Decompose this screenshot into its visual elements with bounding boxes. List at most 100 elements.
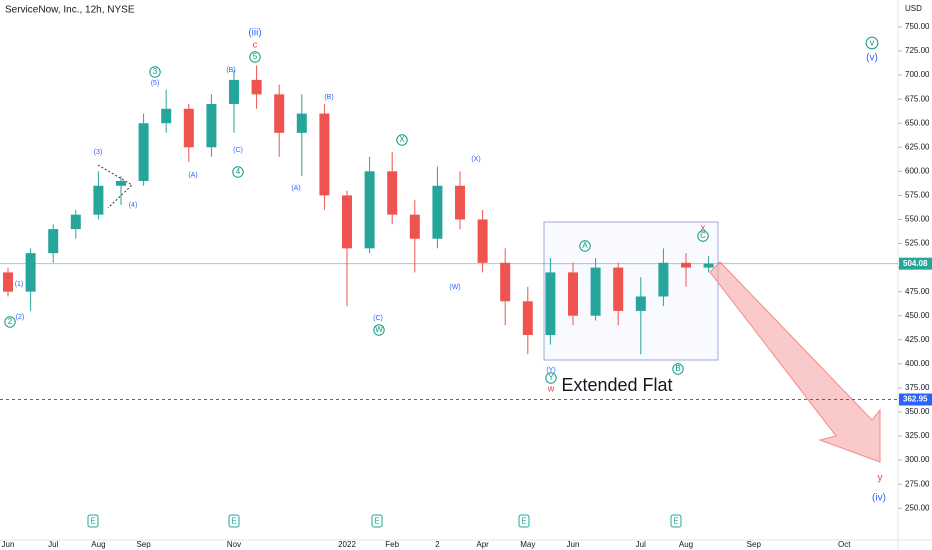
earnings-icon [371, 514, 383, 528]
wave-label: x [701, 222, 706, 232]
x-tick-label: Feb [385, 540, 399, 549]
y-tick-label: 325.00 [905, 431, 930, 440]
candle-body [229, 79, 239, 104]
wave-label: (v) [866, 53, 878, 64]
y-tick-label: 375.00 [905, 383, 930, 392]
y-tick-label: 350.00 [905, 407, 930, 416]
wave-label: (B) [226, 67, 235, 74]
candle-body [658, 262, 669, 297]
last-price-label: 504.08 [903, 259, 928, 268]
last-price-tag [899, 257, 932, 270]
chart-title: ServiceNow, Inc., 12h, NYSE [5, 5, 135, 16]
wave-label: C [700, 231, 706, 240]
earnings-label: E [90, 517, 95, 526]
wave-label: c [253, 39, 258, 49]
wave-label: B [675, 364, 680, 373]
wave-label: (5) [151, 80, 160, 87]
candle-body [93, 185, 104, 215]
earnings-label: E [673, 517, 678, 526]
x-tick-label: Jun [2, 540, 15, 549]
candle-body [613, 267, 624, 311]
x-tick-label: Jul [48, 540, 58, 549]
wave-label: v [870, 37, 875, 47]
x-tick-label: 2 [435, 540, 440, 549]
y-tick-label: 400.00 [905, 359, 930, 368]
wave-circle [865, 36, 879, 50]
projection-arrow [709, 261, 881, 463]
wave-label: (iii) [248, 28, 261, 39]
y-tick-label: 750.00 [905, 22, 930, 31]
y-tick-label: 725.00 [905, 46, 930, 55]
candle-body [342, 195, 352, 249]
wave-label: (Y) [546, 367, 555, 374]
wave-circle [4, 316, 16, 328]
candle-body [3, 272, 13, 292]
candle-body [70, 214, 81, 230]
earnings-label: E [521, 517, 526, 526]
wave-circle [545, 372, 557, 384]
wave-label: 4 [236, 167, 241, 176]
currency: USD [905, 4, 922, 13]
triangle-pattern [97, 164, 133, 209]
candle-body [364, 171, 375, 249]
candle-body [681, 262, 691, 268]
candle-body [500, 262, 511, 302]
candle-body [319, 113, 330, 196]
y-tick-label: 275.00 [905, 479, 930, 488]
candle-body [432, 185, 443, 239]
y-tick-label: 625.00 [905, 142, 930, 151]
candle-body [455, 185, 465, 220]
y-tick-label: 475.00 [905, 287, 930, 296]
wave-label: w [547, 383, 555, 393]
wave-label: (4) [129, 202, 138, 209]
x-tick-label: May [520, 540, 535, 549]
wave-label: Extended Flat [561, 375, 672, 395]
wave-circle [697, 230, 709, 242]
candle-body [138, 123, 149, 181]
wave-label: Y [548, 373, 554, 382]
wave-label: (W) [449, 284, 460, 291]
wave-label: 3 [153, 67, 158, 76]
x-tick-label: Sep [136, 540, 151, 549]
wave-label: (2) [16, 314, 25, 321]
x-tick-label: Jul [636, 540, 646, 549]
candle-body [183, 108, 194, 148]
y-tick-label: 250.00 [905, 503, 930, 512]
wave-label: 2 [8, 317, 13, 326]
x-tick-label: 2022 [338, 540, 356, 549]
y-tick-label: 425.00 [905, 335, 930, 344]
wave-label: 5 [253, 52, 258, 61]
wave-circle [232, 166, 244, 178]
earnings-icon [518, 514, 530, 528]
wave-label: W [375, 325, 383, 334]
candle-body [116, 180, 126, 186]
wave-label: (X) [471, 156, 480, 163]
candle-body [274, 94, 285, 133]
candle-body [48, 229, 59, 254]
candle-body [387, 171, 398, 215]
level-tag [899, 393, 932, 406]
wave-label: (B) [324, 94, 333, 101]
y-tick-label: 550.00 [905, 215, 930, 224]
wave-circle [149, 66, 161, 78]
wave-circle [672, 363, 684, 375]
wave-label: y [878, 473, 883, 484]
candle-body [522, 301, 533, 335]
x-tick-label: Aug [91, 540, 105, 549]
wave-label: (3) [94, 149, 103, 156]
wave-label: (1) [15, 281, 24, 288]
earnings-label: E [374, 517, 379, 526]
wave-label: (iv) [872, 493, 886, 504]
y-tick-label: 525.00 [905, 239, 930, 248]
x-tick-label: Nov [227, 540, 241, 549]
y-tick-label: 600.00 [905, 166, 930, 175]
x-tick-label: Apr [476, 540, 489, 549]
y-tick-label: 300.00 [905, 455, 930, 464]
wave-circle [396, 134, 408, 146]
wave-circle [249, 51, 261, 63]
candle-body [409, 214, 420, 239]
level-label: 362.95 [903, 395, 928, 404]
wave-label: (A) [291, 185, 300, 192]
earnings-icon [670, 514, 682, 528]
